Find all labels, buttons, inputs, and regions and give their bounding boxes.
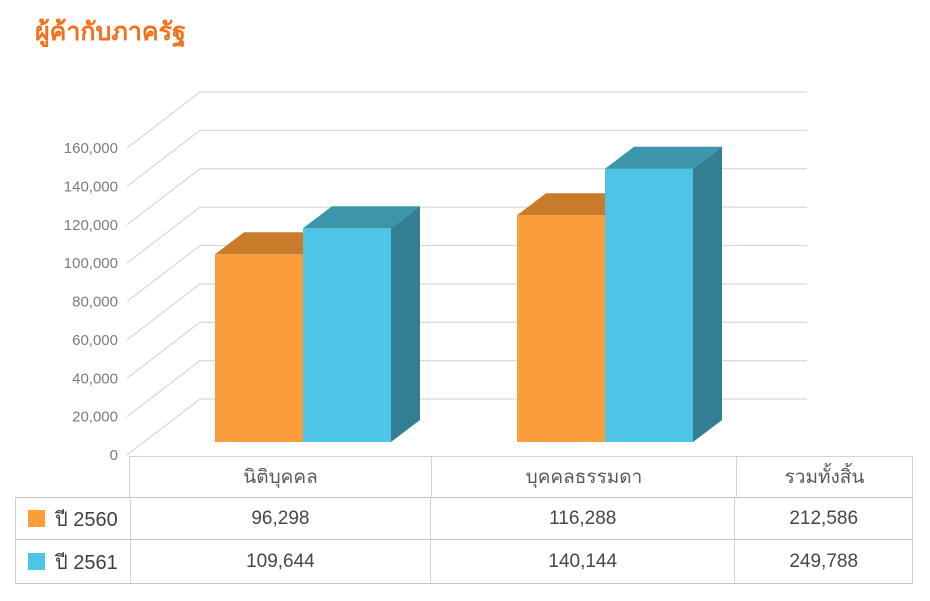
table-header-row: นิติบุคคล บุคคลธรรมดา รวมทั้งสิ้น bbox=[129, 456, 913, 497]
value-cell: 116,288 bbox=[430, 498, 734, 539]
value-cell: 249,788 bbox=[734, 540, 912, 583]
bar-series1-cat0[interactable] bbox=[391, 206, 420, 442]
bar-series1-cat0[interactable] bbox=[303, 228, 391, 442]
column-header-total: รวมทั้งสิ้น bbox=[736, 457, 912, 497]
bar-series0-cat0[interactable] bbox=[215, 254, 303, 442]
bar-series0-cat1[interactable] bbox=[517, 215, 605, 442]
column-header-category-1: นิติบุคคล bbox=[243, 467, 318, 488]
bar-series0-cat1[interactable] bbox=[517, 193, 634, 216]
table-row-year-2560: ปี 2560 96,298 116,288 212,586 bbox=[15, 497, 913, 540]
bar-series1-cat1[interactable] bbox=[605, 168, 693, 443]
bar-series0-cat0[interactable] bbox=[215, 232, 332, 255]
legend-cell-year-2561: ปี 2561 bbox=[16, 540, 130, 583]
series-swatch-year-2560 bbox=[28, 510, 45, 527]
legend-cell-year-2560: ปี 2560 bbox=[16, 498, 130, 539]
page-title: ผู้ค้ากับภาครัฐ bbox=[35, 18, 186, 46]
value-cell: 140,144 bbox=[430, 540, 734, 583]
value-cell: 212,586 bbox=[734, 498, 912, 539]
table-row-year-2561: ปี 2561 109,644 140,144 249,788 bbox=[15, 540, 913, 584]
column-header-category-2: บุคคลธรรมดา bbox=[431, 457, 736, 497]
bar-series1-cat1[interactable] bbox=[693, 146, 722, 443]
bar-series1-cat0[interactable] bbox=[303, 206, 420, 229]
series-label: ปี 2560 bbox=[55, 508, 118, 531]
series-swatch-year-2561 bbox=[28, 553, 45, 570]
value-cell: 96,298 bbox=[129, 498, 430, 539]
bar-series1-cat1[interactable] bbox=[605, 146, 722, 169]
series-label: ปี 2561 bbox=[55, 551, 118, 574]
value-cell: 109,644 bbox=[129, 540, 430, 583]
